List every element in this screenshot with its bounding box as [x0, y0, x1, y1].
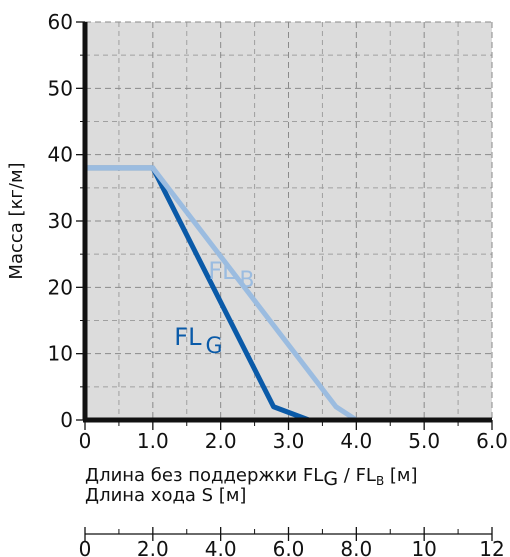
- secondary-axis: 0 2.0 4.0 6.0 8.0 10 12: [79, 527, 505, 557]
- x-tick-label: 4.0: [340, 429, 372, 453]
- x-axis-title-primary: Длина без поддержки FLG / FLB [м]: [85, 465, 418, 490]
- x-tick-label: 3.0: [273, 429, 305, 453]
- x-axis-title-secondary: Длина хода S [м]: [85, 485, 246, 506]
- x-tick-label: 0: [79, 429, 92, 453]
- series-label-g: FL G: [174, 323, 222, 359]
- y-tick-label: 30: [48, 209, 73, 233]
- series-group: FL G FL B: [85, 165, 358, 423]
- x-tick-label: 1.0: [137, 429, 169, 453]
- y-ticks: 0 10 20 30 40 50 60: [48, 10, 85, 432]
- y-tick-label: 40: [48, 143, 73, 167]
- x-tick-label: 5.0: [408, 429, 440, 453]
- y-tick-label: 0: [60, 408, 73, 432]
- secondary-tick-label: 12: [479, 537, 504, 557]
- x-tick-label: 6.0: [476, 429, 508, 453]
- secondary-tick-label: 0: [79, 537, 92, 557]
- secondary-tick-label: 4.0: [205, 537, 237, 557]
- x-tick-label: 2.0: [205, 429, 237, 453]
- y-tick-label: 20: [48, 275, 73, 299]
- y-tick-label: 60: [48, 10, 73, 34]
- series-label-b: FL B: [208, 257, 254, 293]
- series-line-b: [85, 165, 358, 423]
- grid-major: [85, 21, 493, 420]
- secondary-tick-label: 2.0: [137, 537, 169, 557]
- y-axis-title: Масса [кг/м]: [6, 162, 27, 279]
- x-ticks: 0 1.0 2.0 3.0 4.0 5.0 6.0: [79, 420, 508, 453]
- y-tick-label: 10: [48, 342, 73, 366]
- secondary-tick-label: 6.0: [273, 537, 305, 557]
- secondary-tick-label: 8.0: [340, 537, 372, 557]
- secondary-tick-label: 10: [411, 537, 436, 557]
- y-tick-label: 50: [48, 76, 73, 100]
